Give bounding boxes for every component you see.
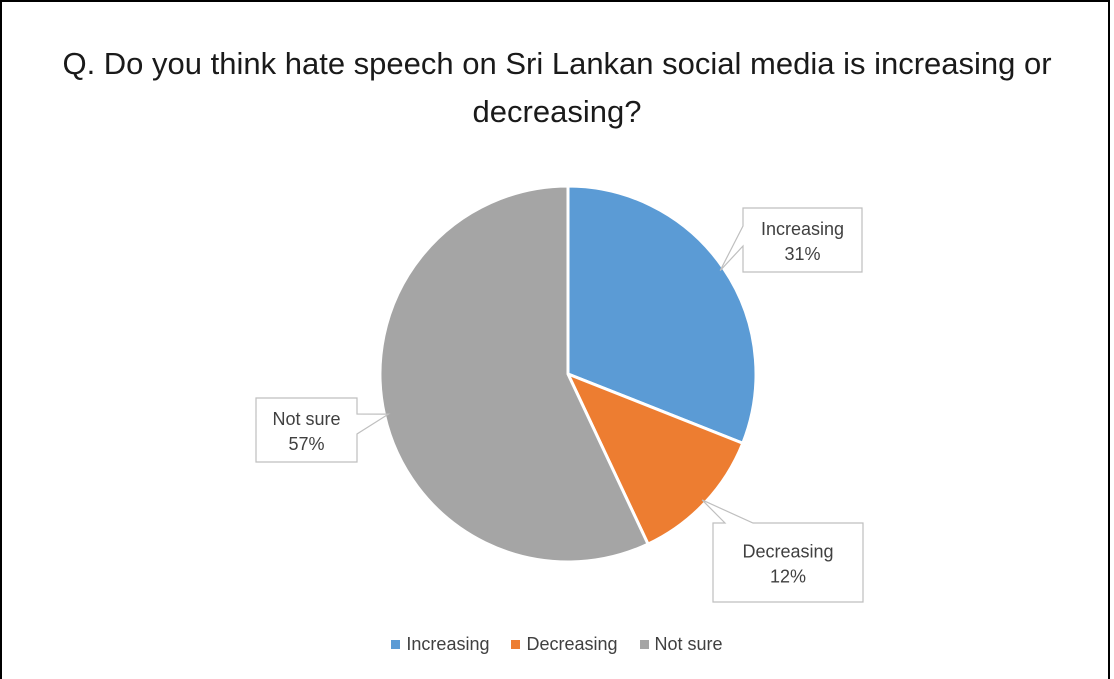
data-label-category-not-sure: Not sure — [272, 409, 340, 429]
data-label-increasing: Increasing 31% — [719, 207, 863, 273]
callout-box-increasing — [719, 207, 863, 273]
pie-chart: Increasing 31% Decreasing 12% Not sure 57% — [255, 184, 864, 603]
data-label-value-not-sure: 57% — [288, 434, 324, 454]
legend-swatch-decreasing — [511, 640, 521, 649]
legend-swatch-not-sure — [639, 640, 649, 649]
legend-swatch-increasing — [391, 640, 401, 649]
callout-box-not-sure — [255, 397, 391, 463]
legend-item-increasing: Increasing — [391, 634, 489, 655]
legend-label-decreasing: Decreasing — [526, 634, 618, 654]
legend-item-not-sure: Not sure — [639, 634, 723, 655]
data-label-category-increasing: Increasing — [761, 219, 844, 239]
legend-label-not-sure: Not sure — [654, 634, 723, 654]
data-label-value-increasing: 31% — [784, 244, 820, 264]
data-label-value-decreasing: 12% — [770, 567, 806, 587]
legend-item-decreasing: Decreasing — [511, 634, 618, 655]
data-label-category-decreasing: Decreasing — [742, 542, 833, 562]
chart-title: Q. Do you think hate speech on Sri Lanka… — [62, 46, 1052, 129]
data-label-not-sure: Not sure 57% — [255, 397, 391, 463]
pie-slice-increasing — [566, 184, 758, 445]
legend-label-increasing: Increasing — [406, 634, 490, 654]
callout-box-decreasing — [701, 499, 864, 603]
legend: Increasing Decreasing Not sure — [2, 634, 1112, 655]
data-label-decreasing: Decreasing 12% — [701, 499, 864, 603]
